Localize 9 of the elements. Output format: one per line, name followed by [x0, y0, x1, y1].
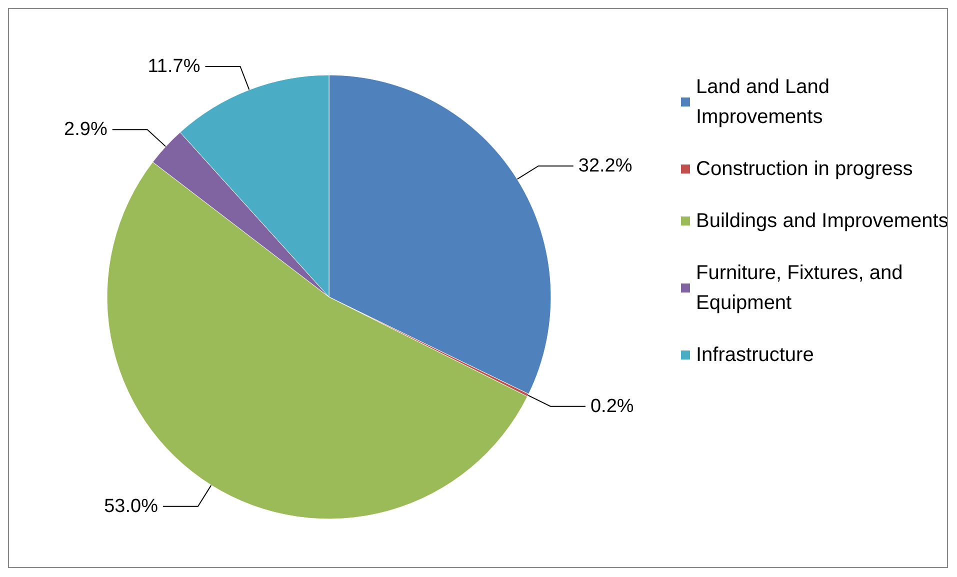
- legend-label: Furniture, Fixtures, and Equipment: [696, 262, 908, 314]
- legend-label: Land and Land Improvements: [696, 76, 836, 128]
- data-label: 53.0%: [104, 496, 158, 517]
- data-label: 2.9%: [64, 119, 108, 140]
- data-label: 11.7%: [148, 56, 200, 77]
- legend-label: Infrastructure: [696, 344, 814, 366]
- data-label: 0.2%: [590, 396, 634, 417]
- data-label: 32.2%: [578, 155, 632, 176]
- legend-label: Construction in progress: [696, 158, 913, 180]
